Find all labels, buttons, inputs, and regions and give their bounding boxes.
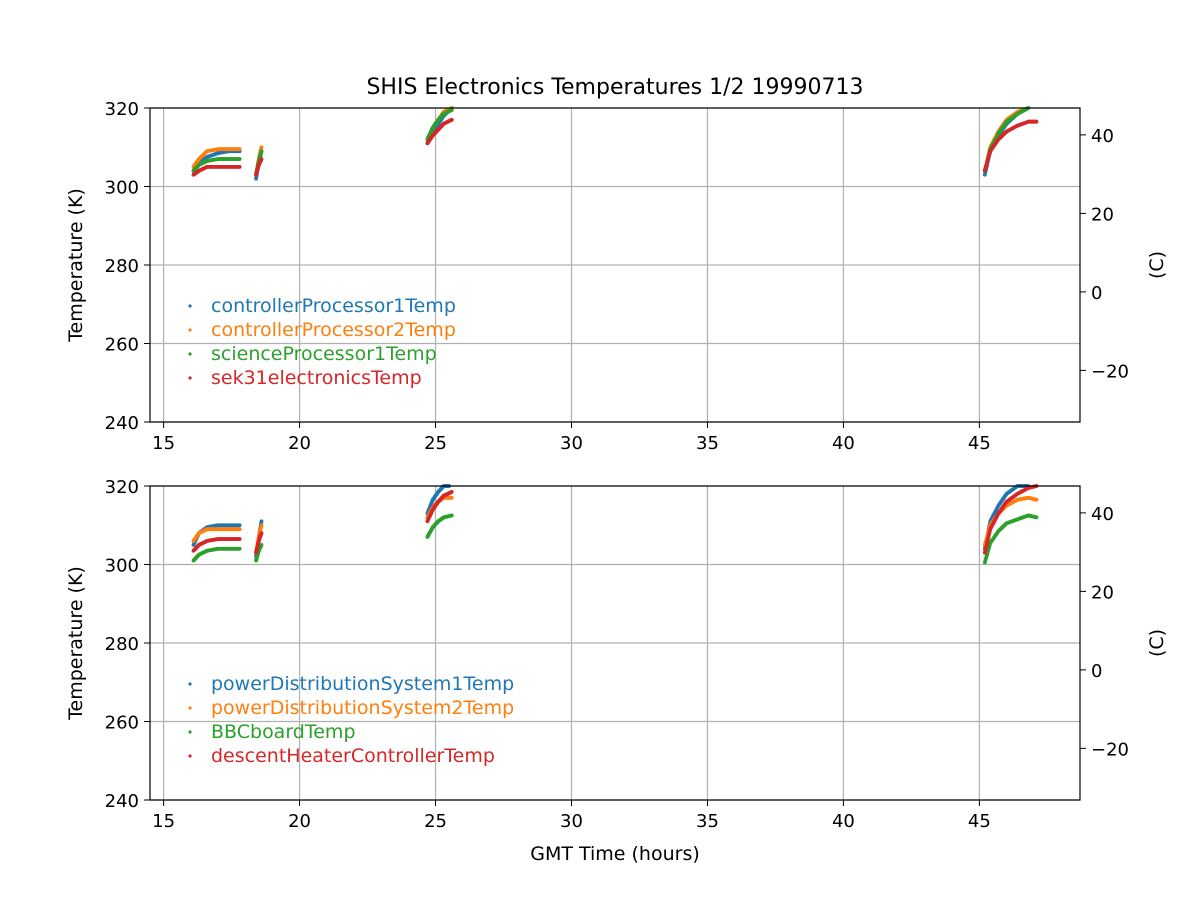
x-tick-label: 20	[288, 433, 311, 454]
data-point	[237, 527, 242, 532]
x-tick-label: 40	[832, 433, 855, 454]
right-y-axis-label: (C)	[1146, 251, 1168, 279]
x-tick-label: 25	[424, 433, 447, 454]
data-point	[1034, 515, 1039, 520]
legend-entry: controllerProcessor1Temp	[211, 295, 456, 317]
legend: powerDistributionSystem1TemppowerDistrib…	[188, 673, 514, 767]
data-point	[237, 157, 242, 161]
axes-frame	[149, 107, 1081, 423]
legend-marker	[188, 730, 192, 734]
top-panel: 15 20 25 30 35 40 45 240 260 280 300 320 −20 0 20 40 Tem…	[65, 99, 1168, 454]
y-axis-label: Temperature (K)	[65, 566, 87, 721]
legend-entry: powerDistributionSystem2Temp	[211, 697, 514, 719]
data-point	[1034, 497, 1039, 502]
data-point	[449, 513, 454, 518]
y-tick-label: 260	[105, 713, 139, 734]
y-tick-label: 280	[105, 256, 139, 277]
legend-marker	[188, 706, 192, 710]
data-point	[259, 145, 264, 150]
data-point	[259, 543, 264, 547]
data-point	[259, 149, 264, 154]
legend-entry: powerDistributionSystem1Temp	[211, 673, 514, 695]
right-y-tick-label: 40	[1091, 504, 1114, 525]
right-y-axis-label: (C)	[1146, 629, 1168, 657]
data-point	[259, 523, 264, 528]
bottom-panel: 15 20 25 30 35 40 45 240 260 280 300 320 −20 0 20 40 Tem…	[65, 477, 1168, 832]
legend-entry: scienceProcessor1Temp	[211, 343, 437, 365]
x-tick-label: 20	[288, 811, 311, 832]
right-y-tick-label: 20	[1091, 582, 1114, 603]
right-y-tick-label: 0	[1091, 661, 1102, 682]
legend-entry: sek31electronicsTemp	[211, 367, 422, 389]
data-point	[449, 117, 454, 122]
data-point	[449, 495, 454, 500]
right-y-tick-label: −20	[1091, 361, 1129, 382]
legend-marker	[188, 682, 192, 686]
y-axis-label: Temperature (K)	[65, 188, 87, 343]
data-point	[237, 537, 242, 541]
x-tick-label: 15	[152, 811, 175, 832]
x-tick-label: 30	[560, 811, 583, 832]
x-tick-label: 35	[696, 811, 719, 832]
y-tick-label: 260	[105, 335, 139, 356]
data-point	[259, 531, 264, 535]
plot-area	[191, 106, 1039, 181]
y-tick-label: 240	[105, 791, 139, 812]
series-descentHeaterControllerTemp	[191, 484, 1039, 555]
data-point	[259, 519, 264, 524]
y-tick-label: 320	[105, 99, 139, 120]
legend-entry: descentHeaterControllerTemp	[211, 745, 495, 767]
data-point	[237, 546, 242, 551]
chart-title: SHIS Electronics Temperatures 1/2 199907…	[366, 75, 863, 100]
x-tick-label: 25	[424, 811, 447, 832]
legend-entry: BBCboardTemp	[211, 721, 356, 743]
data-point	[237, 165, 242, 169]
x-tick-label: 15	[152, 433, 175, 454]
data-point	[449, 490, 454, 494]
y-tick-label: 240	[105, 413, 139, 434]
y-tick-label: 300	[105, 556, 139, 577]
x-tick-label: 45	[968, 811, 991, 832]
right-y-tick-label: 40	[1091, 126, 1114, 147]
x-tick-label: 45	[968, 433, 991, 454]
x-tick-label: 30	[560, 433, 583, 454]
right-y-tick-label: −20	[1091, 739, 1129, 760]
axes-frame	[149, 485, 1081, 801]
x-axis-label: GMT Time (hours)	[530, 843, 700, 865]
legend: controllerProcessor1TempcontrollerProces…	[188, 295, 456, 389]
y-tick-label: 300	[105, 178, 139, 199]
data-point	[449, 108, 454, 112]
legend-marker	[188, 376, 192, 380]
data-point	[259, 157, 264, 161]
x-tick-label: 35	[696, 433, 719, 454]
right-y-tick-label: 20	[1091, 204, 1114, 225]
plot-area	[191, 484, 1039, 565]
right-y-tick-label: 0	[1091, 283, 1102, 304]
legend-marker	[188, 304, 192, 308]
y-tick-label: 320	[105, 477, 139, 498]
data-point	[1034, 119, 1039, 124]
legend-entry: controllerProcessor2Temp	[211, 319, 456, 341]
data-point	[237, 147, 242, 152]
y-tick-label: 280	[105, 634, 139, 655]
legend-marker	[188, 352, 192, 356]
x-tick-label: 40	[832, 811, 855, 832]
series-BBCboardTemp	[191, 513, 1039, 565]
series-sek31electronicsTemp	[191, 117, 1039, 177]
legend-marker	[188, 754, 192, 758]
legend-marker	[188, 328, 192, 332]
data-point	[237, 523, 242, 528]
